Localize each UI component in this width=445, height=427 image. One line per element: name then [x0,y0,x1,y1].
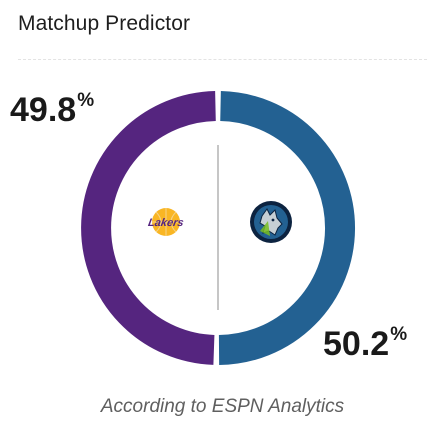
analytics-attribution: According to ESPN Analytics [100,396,345,417]
away-percent-sign: % [77,90,95,111]
home-percent-sign: % [390,324,408,345]
lakers-logo-icon[interactable]: Lakers [147,208,185,236]
home-win-value: 50.2 [323,325,390,363]
widget-title: Matchup Predictor [18,12,191,35]
title-divider [18,59,427,60]
lakers-logo-wordmark: Lakers [147,217,185,229]
home-win-arc [218,91,356,365]
away-win-value: 49.8 [10,91,77,129]
away-win-percentage: 49.8% [10,90,95,129]
away-win-arc [81,91,216,365]
timberwolves-logo-icon[interactable] [250,201,292,243]
home-win-percentage: 50.2% [323,324,408,363]
